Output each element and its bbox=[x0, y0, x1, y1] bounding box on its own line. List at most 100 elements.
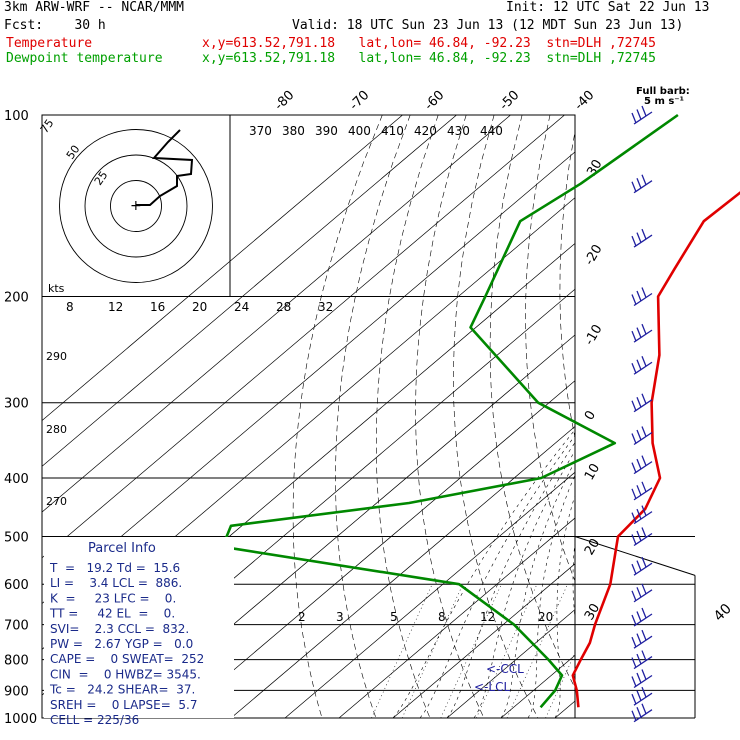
temperature-legend: Temperature bbox=[6, 36, 93, 51]
dry-adiabat-line bbox=[525, 115, 575, 582]
hodograph-trace bbox=[136, 129, 194, 206]
wind-barb-flag bbox=[631, 534, 637, 545]
wind-barb-flag bbox=[631, 235, 637, 247]
wind-barb bbox=[631, 426, 653, 446]
wind-barb-flag bbox=[636, 690, 642, 701]
wind-barb-flag bbox=[641, 105, 647, 117]
hodograph-center-mark: + bbox=[130, 198, 142, 214]
isotherm-line bbox=[392, 563, 575, 718]
moist-adiabat-line bbox=[419, 435, 575, 718]
wind-barb-flag bbox=[636, 485, 642, 496]
moist-adiabat-line bbox=[598, 297, 680, 719]
theta-label: 390 bbox=[315, 124, 338, 138]
moist-adiabat-line bbox=[446, 442, 575, 718]
wind-barb bbox=[631, 686, 653, 706]
wind-barb-flag bbox=[631, 590, 637, 602]
wind-barb-staff bbox=[633, 589, 653, 603]
temperature-profile bbox=[571, 191, 740, 708]
pressure-tick-label: 500 bbox=[4, 530, 29, 545]
top-isotherm-label: -70 bbox=[347, 88, 373, 114]
dry-adiabat-line bbox=[489, 115, 575, 689]
hodograph-ring-label: 25 bbox=[92, 169, 111, 188]
wind-barb bbox=[631, 556, 653, 576]
wind-barb-flag bbox=[641, 323, 647, 335]
wind-barb-staff bbox=[633, 674, 653, 689]
wind-barb-flag bbox=[631, 462, 637, 473]
wind-barb-staff bbox=[633, 562, 653, 576]
mixing-ratio-label: 12 bbox=[108, 300, 123, 314]
top-isotherm-label: -60 bbox=[422, 88, 448, 114]
wind-barb-flag bbox=[641, 607, 647, 619]
hodograph-units: kts bbox=[48, 282, 65, 295]
wind-barb-flag bbox=[641, 455, 647, 466]
wind-barb-flag bbox=[631, 614, 637, 626]
wind-barb-flag bbox=[636, 706, 642, 718]
wind-barb bbox=[631, 607, 653, 627]
plot-frame bbox=[41, 114, 576, 719]
wind-barb bbox=[631, 228, 653, 248]
wind-barb-flag bbox=[641, 629, 647, 641]
pressure-tick-label: 300 bbox=[4, 397, 29, 412]
wind-barb bbox=[631, 527, 653, 547]
model-title: 3km ARW-WRF -- NCAR/MMM bbox=[4, 0, 185, 15]
left-theta-label: 270 bbox=[46, 495, 67, 508]
wind-barb-flag bbox=[636, 232, 642, 243]
mixing-ratio-line bbox=[545, 652, 575, 718]
wind-barb-flag bbox=[631, 362, 637, 374]
isotherm-line bbox=[122, 334, 575, 718]
wind-barb-flag bbox=[641, 556, 647, 568]
right-isotherm-label: 20 bbox=[582, 536, 603, 558]
dry-adiabat-line bbox=[415, 115, 485, 718]
lcl-marker: <-LCL bbox=[474, 680, 510, 694]
right-isotherm-label: 10 bbox=[582, 461, 603, 483]
wind-barb-flag bbox=[641, 527, 647, 538]
mixing-ratio-line bbox=[371, 584, 433, 718]
dewpoint-location: x,y=613.52,791.18 lat,lon= 46.84, -92.23… bbox=[202, 51, 656, 66]
wind-barb-flag bbox=[631, 636, 637, 648]
isotherm-line bbox=[42, 115, 403, 422]
barb-legend-units: 5 m s⁻¹ bbox=[644, 96, 684, 107]
wind-barb-flag bbox=[631, 433, 637, 444]
right-isotherm-label: 0 bbox=[582, 408, 599, 423]
wind-barb-flag bbox=[636, 359, 642, 370]
parcel-info-row: SVI= 2.3 CCL = 832. bbox=[50, 622, 189, 636]
right-isotherm-label: -20 bbox=[582, 242, 606, 268]
wind-barb bbox=[631, 393, 653, 413]
wind-barb-flag bbox=[636, 177, 642, 189]
parcel-info-row: Tc = 24.2 SHEAR= 37. bbox=[49, 683, 195, 697]
theta-label: 380 bbox=[282, 124, 305, 138]
wind-barb-flag bbox=[636, 633, 642, 644]
parcel-info-row: CIN = 0 HWBZ= 3545. bbox=[50, 667, 201, 681]
barb-legend: Full barb: bbox=[636, 86, 690, 97]
top-isotherm-label: -40 bbox=[572, 88, 598, 114]
wind-barb-flag bbox=[641, 686, 647, 698]
wind-barb bbox=[631, 355, 653, 375]
isotherm-line bbox=[42, 151, 575, 605]
wind-barb bbox=[631, 629, 653, 649]
wind-barb bbox=[631, 323, 653, 343]
wind-barb-staff bbox=[633, 111, 653, 125]
wind-barb-flag bbox=[631, 112, 637, 124]
mixing-ratio-label: 20 bbox=[538, 610, 553, 624]
mixing-ratio-label: 12 bbox=[480, 610, 495, 624]
wind-barb-flag bbox=[641, 355, 647, 367]
parcel-info-row: LI = 3.4 LCL = 886. bbox=[50, 576, 182, 590]
isotherm-line bbox=[500, 654, 575, 718]
hodograph-ring bbox=[110, 180, 162, 232]
wind-barb-staff bbox=[633, 511, 653, 525]
parcel-info-box bbox=[44, 537, 234, 718]
isotherm-line bbox=[176, 380, 575, 718]
wind-barb-flag bbox=[636, 327, 642, 338]
ccl-marker: <-CCL bbox=[486, 662, 524, 676]
wind-barb-flag bbox=[631, 400, 637, 411]
mixing-ratio-label: 28 bbox=[276, 300, 291, 314]
dewpoint-legend: Dewpoint temperature bbox=[6, 51, 163, 66]
mixing-ratio-label: 32 bbox=[318, 300, 333, 314]
parcel-info-row: CAPE = 0 SWEAT= 252 bbox=[50, 652, 204, 666]
wind-barb-flag bbox=[641, 669, 647, 680]
isotherm-line bbox=[609, 115, 740, 718]
dry-adiabat-line bbox=[375, 115, 439, 718]
wind-barb bbox=[631, 105, 653, 125]
mixing-ratio-line bbox=[440, 584, 502, 718]
